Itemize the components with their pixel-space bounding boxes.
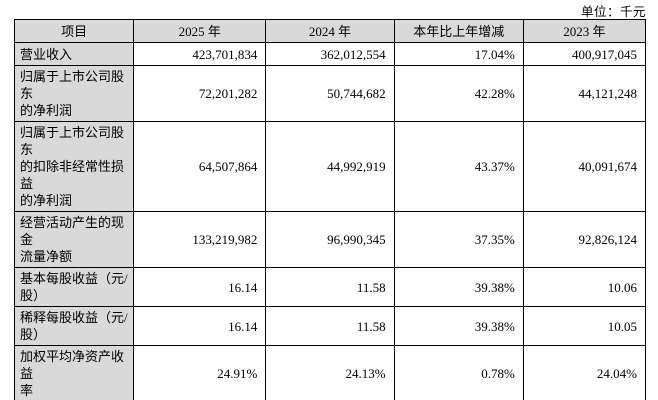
- value-cell: 400,917,045: [522, 42, 647, 66]
- financial-summary-table-wrap: 项目 2025 年 2024 年 本年比上年增减 2023 年 营业收入 423…: [13, 19, 647, 400]
- row-label-cell: 归属于上市公司股东 的扣除非经常性损益 的净利润: [13, 121, 135, 212]
- header-cell-change: 本年比上年增减: [393, 19, 524, 43]
- value-cell: 39.38%: [393, 267, 524, 307]
- table-row-diluted-eps: 稀释每股收益（元/ 股） 16.14 11.58 39.38% 10.05: [13, 306, 647, 346]
- row-label-cell: 基本每股收益（元/ 股）: [13, 267, 135, 307]
- row-label-cell: 加权平均净资产收益 率: [13, 345, 135, 400]
- value-cell: 423,701,834: [133, 42, 267, 66]
- value-cell: 362,012,554: [265, 42, 395, 66]
- row-label-cell: 归属于上市公司股东 的净利润: [13, 65, 135, 122]
- value-cell: 24.04%: [522, 345, 647, 400]
- row-label-cell: 营业收入: [13, 42, 135, 66]
- value-cell: 11.58: [265, 306, 395, 346]
- unit-label: 单位：千元: [580, 5, 646, 19]
- value-cell: 40,091,674: [522, 121, 647, 212]
- table-row-basic-eps: 基本每股收益（元/ 股） 16.14 11.58 39.38% 10.06: [13, 267, 647, 307]
- value-cell: 39.38%: [393, 306, 524, 346]
- table-row-operating-cash-flow: 经营活动产生的现金 流量净额 133,219,982 96,990,345 37…: [13, 211, 647, 268]
- table-row-net-profit: 归属于上市公司股东 的净利润 72,201,282 50,744,682 42.…: [13, 65, 647, 122]
- value-cell: 11.58: [265, 267, 395, 307]
- value-cell: 37.35%: [393, 211, 524, 268]
- row-label-cell: 经营活动产生的现金 流量净额: [13, 211, 135, 268]
- table-row-weighted-roe: 加权平均净资产收益 率 24.91% 24.13% 0.78% 24.04%: [13, 345, 647, 400]
- value-cell: 0.78%: [393, 345, 524, 400]
- header-cell-2023: 2023 年: [522, 19, 647, 43]
- value-cell: 44,992,919: [265, 121, 395, 212]
- header-cell-2025: 2025 年: [133, 19, 267, 43]
- value-cell: 10.06: [522, 267, 647, 307]
- value-cell: 10.05: [522, 306, 647, 346]
- value-cell: 42.28%: [393, 65, 524, 122]
- value-cell: 64,507,864: [133, 121, 267, 212]
- row-label-cell: 稀释每股收益（元/ 股）: [13, 306, 135, 346]
- value-cell: 72,201,282: [133, 65, 267, 122]
- header-cell-item: 项目: [13, 19, 135, 43]
- value-cell: 50,744,682: [265, 65, 395, 122]
- header-cell-2024: 2024 年: [265, 19, 395, 43]
- value-cell: 16.14: [133, 306, 267, 346]
- table-header-row-annual: 项目 2025 年 2024 年 本年比上年增减 2023 年: [13, 19, 647, 43]
- value-cell: 92,826,124: [522, 211, 647, 268]
- value-cell: 44,121,248: [522, 65, 647, 122]
- value-cell: 24.91%: [133, 345, 267, 400]
- value-cell: 96,990,345: [265, 211, 395, 268]
- value-cell: 133,219,982: [133, 211, 267, 268]
- value-cell: 16.14: [133, 267, 267, 307]
- financial-summary-table: 项目 2025 年 2024 年 本年比上年增减 2023 年 营业收入 423…: [13, 19, 647, 400]
- value-cell: 17.04%: [393, 42, 524, 66]
- value-cell: 24.13%: [265, 345, 395, 400]
- table-row-net-profit-deducted: 归属于上市公司股东 的扣除非经常性损益 的净利润 64,507,864 44,9…: [13, 121, 647, 212]
- value-cell: 43.37%: [393, 121, 524, 212]
- table-row-revenue: 营业收入 423,701,834 362,012,554 17.04% 400,…: [13, 42, 647, 66]
